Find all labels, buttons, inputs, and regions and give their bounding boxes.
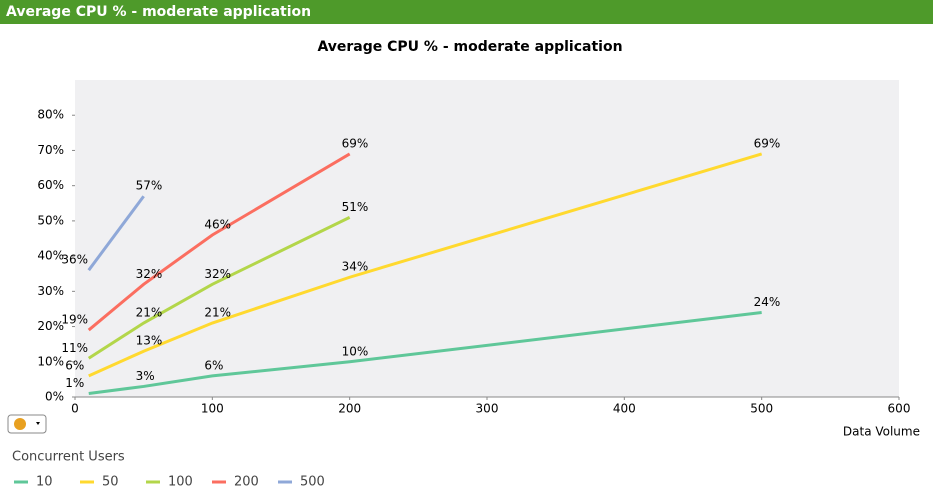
y-tick-label: 60% xyxy=(37,178,64,192)
data-label: 24% xyxy=(754,295,781,309)
y-tick-label: 20% xyxy=(37,319,64,333)
legend-label: 50 xyxy=(102,475,119,490)
data-label: 3% xyxy=(136,369,155,383)
data-label: 51% xyxy=(342,200,369,214)
legend-label: 100 xyxy=(168,475,193,490)
data-label: 19% xyxy=(61,313,88,327)
legend-label: 500 xyxy=(300,475,325,490)
x-tick-label: 0 xyxy=(71,402,79,416)
series-line xyxy=(87,195,145,272)
series-line xyxy=(88,310,762,395)
y-tick-label: 10% xyxy=(37,354,64,368)
menu-icon[interactable] xyxy=(7,414,47,434)
y-tick-label: 80% xyxy=(37,108,64,122)
x-tick-label: 300 xyxy=(476,402,499,416)
plot-area xyxy=(75,80,899,397)
data-label: 1% xyxy=(65,376,84,390)
x-tick-label: 100 xyxy=(201,402,224,416)
header-title: Average CPU % - moderate application xyxy=(0,0,933,24)
series-line xyxy=(87,152,351,332)
y-tick-label: 70% xyxy=(37,143,64,157)
data-label: 6% xyxy=(204,358,223,372)
data-label: 46% xyxy=(204,217,231,231)
data-label: 69% xyxy=(342,136,369,150)
y-tick-label: 50% xyxy=(37,213,64,227)
x-axis-label: Data Volume xyxy=(843,425,920,439)
legend-label: 200 xyxy=(234,475,259,490)
legend-label: 10 xyxy=(36,475,53,490)
y-tick-label: 40% xyxy=(37,249,64,263)
series-line xyxy=(87,216,351,360)
data-label: 21% xyxy=(136,306,163,320)
data-label: 32% xyxy=(204,267,231,281)
y-tick-label: 0% xyxy=(45,390,64,404)
x-tick-label: 400 xyxy=(613,402,636,416)
data-label: 21% xyxy=(204,306,231,320)
data-label: 32% xyxy=(136,267,163,281)
data-label: 6% xyxy=(65,358,84,372)
data-label: 11% xyxy=(61,341,88,355)
x-tick-label: 200 xyxy=(338,402,361,416)
data-label: 36% xyxy=(61,253,88,267)
chart-title: Average CPU % - moderate application xyxy=(317,39,622,55)
y-tick-label: 30% xyxy=(37,284,64,298)
data-label: 34% xyxy=(342,260,369,274)
series-line xyxy=(88,152,763,378)
data-label: 13% xyxy=(136,334,163,348)
legend-title: Concurrent Users xyxy=(12,450,125,465)
data-label: 69% xyxy=(754,136,781,150)
data-label: 57% xyxy=(136,179,163,193)
x-tick-label: 500 xyxy=(750,402,773,416)
x-tick-label: 600 xyxy=(888,402,911,416)
data-label: 10% xyxy=(342,344,369,358)
